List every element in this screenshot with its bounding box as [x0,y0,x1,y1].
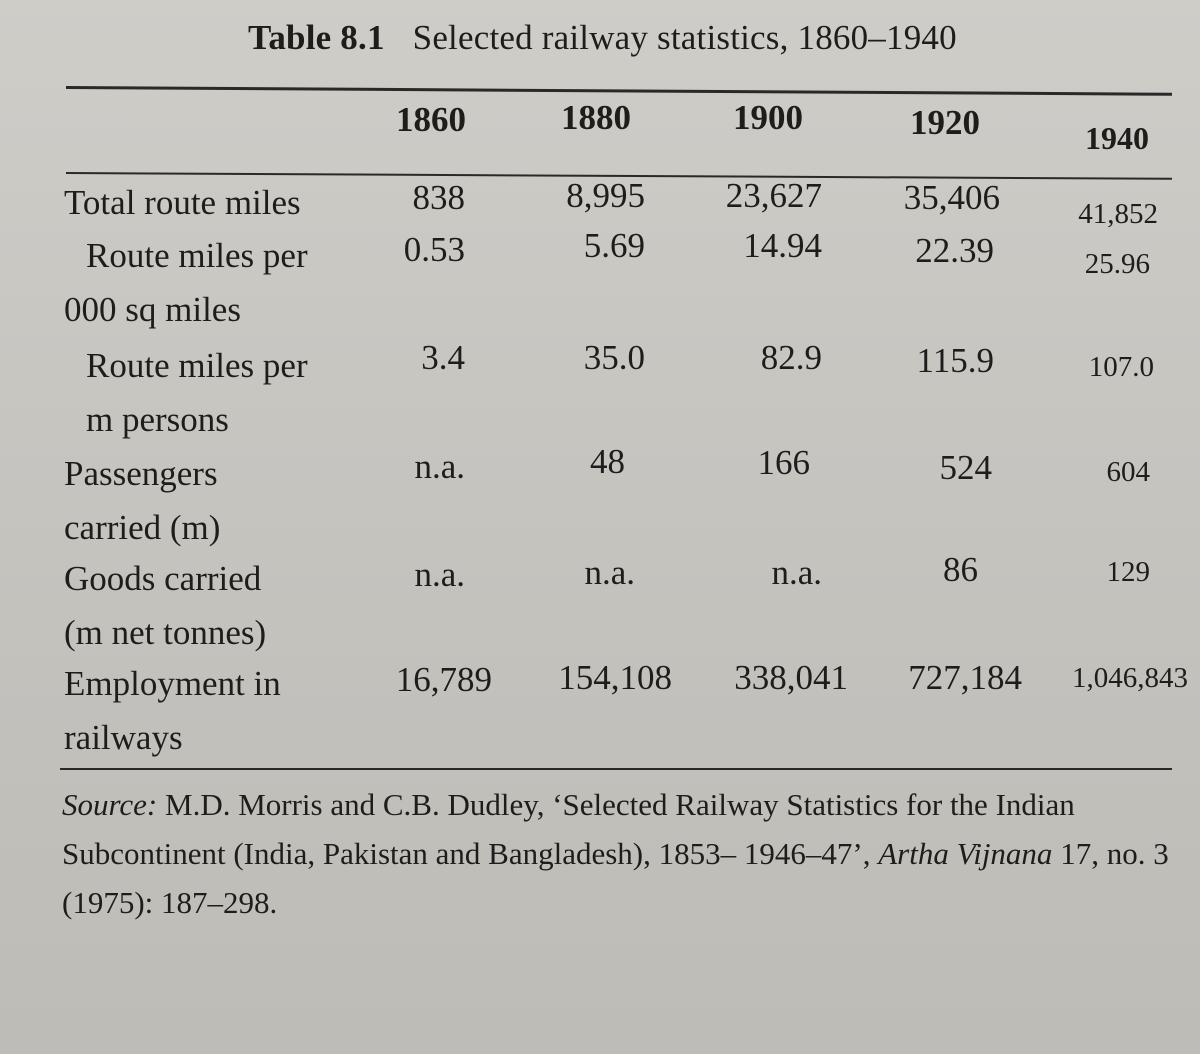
table-cell: n.a. [414,447,465,486]
table-number: Table 8.1 [248,18,385,57]
table-cell: 16,789 [395,660,492,699]
column-header-1880: 1880 [561,98,631,137]
table-cell: 82.9 [760,338,822,377]
table-cell: 23,627 [725,176,822,215]
table-cell: 14.94 [743,226,822,265]
table-cell: 5.69 [583,226,645,265]
column-header-1940: 1940 [1085,120,1149,156]
row-label-route-miles-per-area: Route miles per 000 sq miles [64,229,308,337]
table-caption: Table 8.1 Selected railway statistics, 18… [248,18,957,58]
row-label-line: (m net tonnes) [64,613,267,652]
row-label-line: m persons [86,400,229,439]
table-cell: 524 [939,448,993,487]
table-cell: 22.39 [915,231,994,270]
table-cell: 86 [943,550,978,589]
row-label-line: Goods carried [64,559,262,598]
table-cell: 604 [1106,456,1151,488]
table-cell: 166 [757,443,811,482]
row-label-goods-carried: Goods carried (m net tonnes) [64,552,266,660]
row-label-line: Route miles per [86,236,308,275]
table-cell: 0.53 [403,230,465,269]
row-label-route-miles-per-population: Route miles per m persons [64,339,308,447]
table-cell: 41,852 [1078,198,1158,230]
column-header-1920: 1920 [910,103,980,142]
table-cell: 1,046,843 [1072,662,1188,694]
table-cell: 338,041 [734,658,848,697]
row-label-line: carried (m) [64,508,221,547]
source-label: Source: [62,787,158,822]
table-cell: 129 [1106,556,1151,588]
table-title: Selected railway statistics, 1860–1940 [412,18,957,57]
row-label-line: railways [64,718,183,757]
row-label-line: Passengers [64,454,218,493]
table-cell: n.a. [414,555,465,594]
top-rule [65,86,1172,96]
table-cell: 8,995 [566,176,645,215]
table-cell: 107.0 [1088,351,1154,383]
column-header-1860: 1860 [396,100,466,139]
table-cell: 3.4 [421,338,465,377]
table-cell: 25.96 [1084,248,1150,280]
source-citation: M.D. Morris and C.B. Dudley, ‘Selected R… [62,787,1075,871]
table-cell: 35,406 [903,178,1000,217]
row-label-total-route-miles: Total route miles [64,176,301,230]
source-note: Source: M.D. Morris and C.B. Dudley, ‘Se… [62,780,1192,927]
source-journal: Artha Vijnana [878,836,1053,871]
table-cell: 48 [590,442,625,481]
row-label-passengers-carried: Passengers carried (m) [64,447,220,555]
row-label-line: Employment in [64,664,281,703]
row-label-line: Total route miles [64,183,301,222]
row-label-line: Route miles per [86,346,308,385]
table-cell: 154,108 [558,658,672,697]
bottom-rule [60,768,1172,770]
table-cell: 115.9 [916,341,994,380]
row-label-line: 000 sq miles [64,290,241,329]
table-cell: 35.0 [583,338,645,377]
table-cell: n.a. [584,553,635,592]
row-label-employment: Employment in railways [64,657,281,765]
column-header-1900: 1900 [733,98,803,137]
table-cell: 727,184 [908,658,1022,697]
table-cell: n.a. [771,553,822,592]
source-citation-end: 17, no. 3 (1975): 187–298. [62,836,1169,920]
table-cell: 838 [412,178,466,217]
